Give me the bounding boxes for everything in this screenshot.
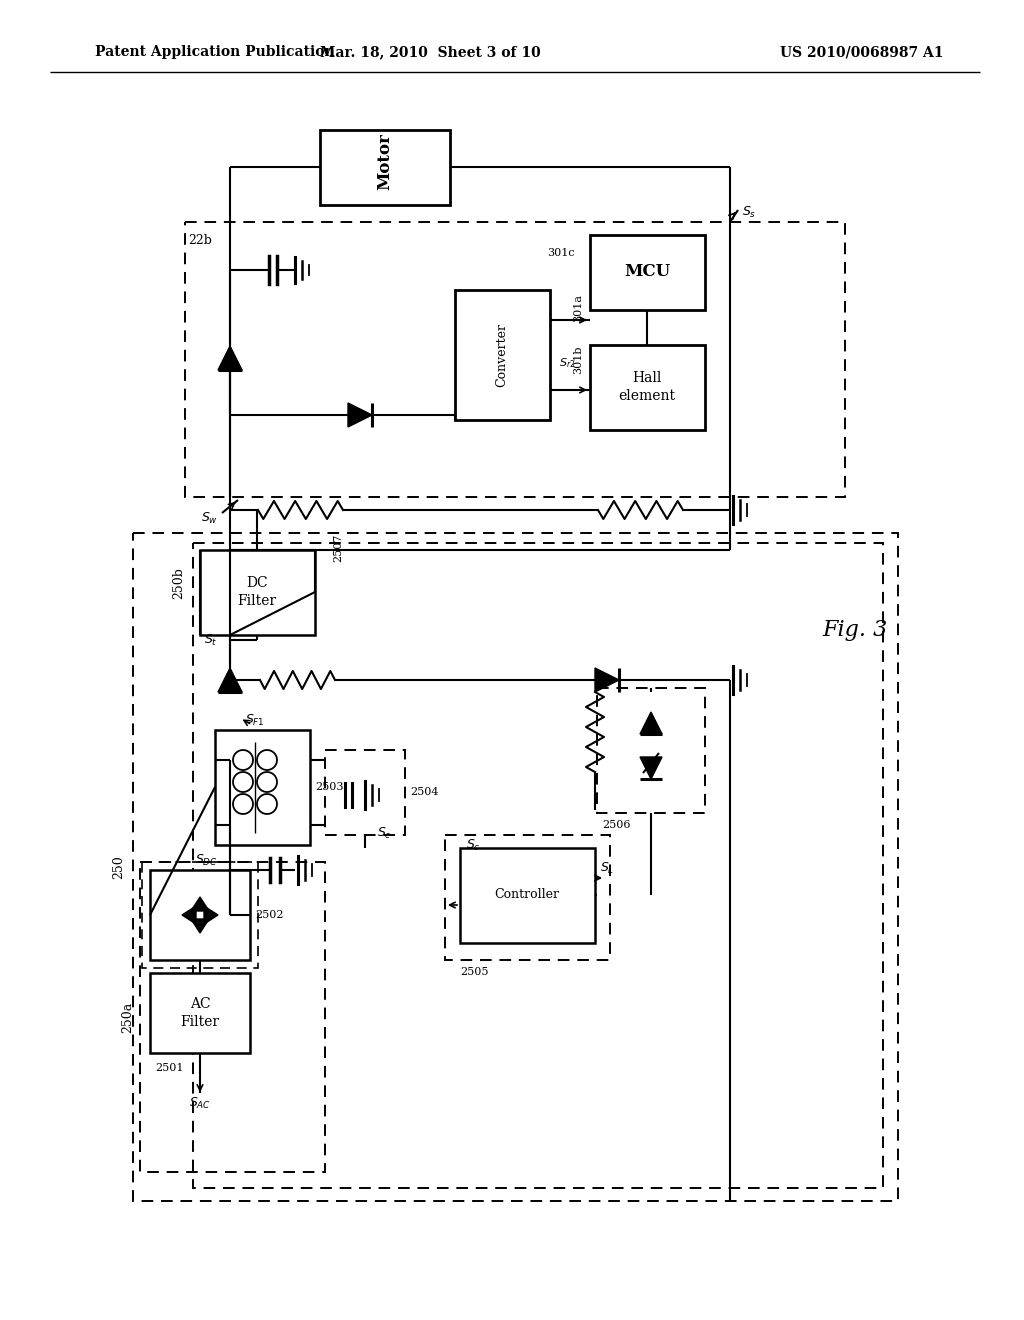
Text: 250a: 250a: [121, 1002, 134, 1032]
Text: Controller: Controller: [495, 888, 559, 902]
Bar: [140, 862, 325, 1172]
Polygon shape: [218, 346, 242, 370]
Text: 2501: 2501: [155, 1063, 183, 1073]
Text: $S_{F1}$: $S_{F1}$: [245, 713, 264, 727]
Text: MCU: MCU: [624, 264, 670, 281]
Bar: [590, 345, 705, 430]
Polygon shape: [640, 756, 662, 779]
Text: $S_{AC}$: $S_{AC}$: [189, 1096, 211, 1110]
Text: 2506: 2506: [602, 820, 631, 830]
Text: Patent Application Publication: Patent Application Publication: [95, 45, 335, 59]
Text: 250b: 250b: [172, 568, 185, 599]
Bar: [590, 235, 705, 310]
Text: 2505: 2505: [460, 968, 488, 977]
Bar: [200, 550, 315, 635]
Text: $S_t$: $S_t$: [205, 632, 218, 648]
Text: AC: AC: [189, 997, 210, 1011]
Text: Filter: Filter: [238, 594, 276, 609]
Polygon shape: [191, 919, 209, 933]
Text: 22b: 22b: [188, 234, 212, 247]
Bar: [142, 862, 258, 968]
Text: $S_s$: $S_s$: [742, 205, 757, 219]
Bar: [193, 543, 883, 1188]
Bar: [150, 973, 250, 1053]
Polygon shape: [640, 711, 662, 734]
Bar: [460, 847, 595, 942]
Text: DC: DC: [246, 576, 268, 590]
Bar: [133, 533, 898, 1201]
Polygon shape: [191, 898, 209, 911]
Text: $S_c$: $S_c$: [466, 837, 480, 853]
Text: 250: 250: [112, 855, 125, 879]
Bar: [319, 129, 450, 205]
Text: Mar. 18, 2010  Sheet 3 of 10: Mar. 18, 2010 Sheet 3 of 10: [319, 45, 541, 59]
Text: Filter: Filter: [180, 1015, 219, 1030]
Text: Motor: Motor: [377, 133, 393, 190]
Text: $S_w$: $S_w$: [201, 511, 218, 525]
Bar: [597, 688, 705, 813]
Polygon shape: [182, 906, 196, 924]
Text: Hall: Hall: [632, 371, 662, 385]
Text: element: element: [618, 389, 676, 403]
Text: 2507: 2507: [333, 533, 343, 562]
Text: US 2010/0068987 A1: US 2010/0068987 A1: [780, 45, 943, 59]
Bar: [185, 222, 845, 498]
Bar: [445, 836, 610, 960]
Text: $S_{DC}$: $S_{DC}$: [196, 853, 218, 867]
Text: Converter: Converter: [496, 323, 509, 387]
Text: 2503: 2503: [315, 781, 343, 792]
Polygon shape: [595, 668, 618, 692]
Text: 301a: 301a: [573, 294, 583, 322]
Text: 2504: 2504: [410, 787, 438, 797]
Bar: [215, 730, 310, 845]
Polygon shape: [218, 668, 242, 692]
Text: 2502: 2502: [255, 909, 284, 920]
Polygon shape: [204, 906, 218, 924]
Text: $S_{r2}$: $S_{r2}$: [559, 356, 575, 370]
Bar: [325, 750, 406, 836]
Text: $S_c$: $S_c$: [377, 825, 391, 841]
Bar: [150, 870, 250, 960]
Polygon shape: [348, 403, 372, 426]
Text: 301b: 301b: [573, 346, 583, 375]
Text: 301c: 301c: [548, 248, 575, 257]
Bar: [455, 290, 550, 420]
Text: $S_L$: $S_L$: [600, 861, 614, 875]
Text: Fig. 3: Fig. 3: [822, 619, 888, 642]
